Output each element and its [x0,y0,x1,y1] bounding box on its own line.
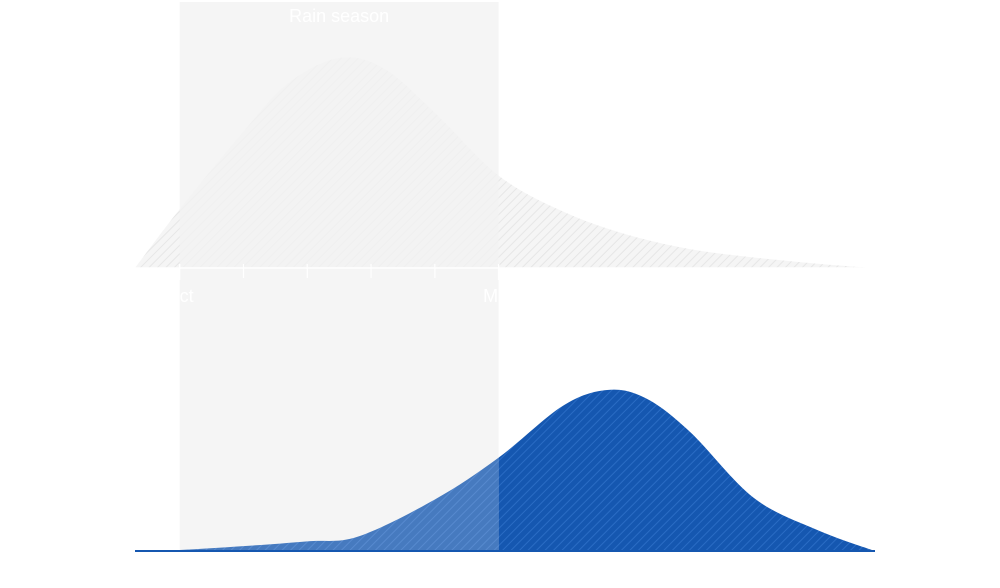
rain-season-label: Rain season [289,6,389,26]
series-area-bottom-in-band [179,457,499,551]
series-area-bottom [135,389,875,551]
x-tick-label: Oct [166,286,194,306]
minor-ticks [242,264,436,278]
x-tick-label: Mar [483,286,514,306]
rain-season-band [179,2,499,551]
major-ticks: Oct Mar [166,264,514,306]
